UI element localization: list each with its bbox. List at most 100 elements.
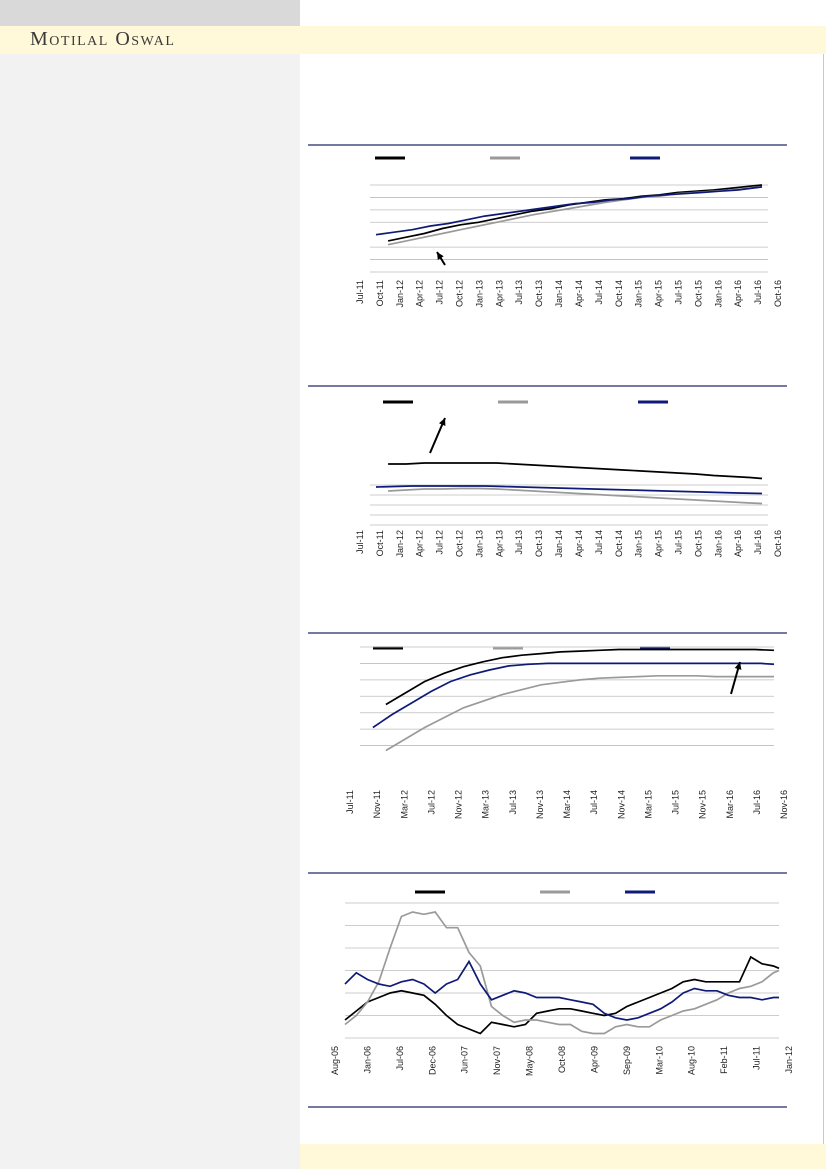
x-tick-label: Jul-12	[435, 280, 445, 305]
top-gray-bar	[0, 0, 300, 26]
x-tick-label: Apr-12	[415, 280, 425, 307]
x-tick-label: Oct-16	[773, 530, 783, 557]
x-tick-label: Jul-16	[753, 530, 763, 555]
x-tick-label: Jan-16	[713, 280, 723, 308]
x-tick-label: Jul-14	[589, 790, 599, 815]
x-tick-label: Apr-09	[589, 1046, 599, 1073]
x-tick-label: Jan-13	[474, 530, 484, 558]
x-tick-label: Jul-13	[508, 790, 518, 815]
x-tick-label: Oct-12	[455, 280, 465, 307]
chart-1: Jul-11 Oct-11 Jan-12 Apr-12 Jul-12 Oct-12 Jan-…	[300, 140, 826, 360]
x-tick-label: Jul-12	[426, 790, 436, 815]
chart-4: Aug-05 Jan-06 Jul-06 Dec-06 Jun-07 Nov-07 May-…	[300, 868, 826, 1113]
x-tick-label: Jul-15	[674, 280, 684, 305]
x-tick-label: Aug-05	[330, 1046, 340, 1075]
x-tick-label: Jan-12	[784, 1046, 794, 1074]
x-tick-label: Jul-11	[355, 530, 365, 554]
chart-2: Jul-11 Oct-11 Jan-12 Apr-12 Jul-12 Oct-12 Jan-…	[300, 380, 826, 610]
x-tick-label: Jul-12	[435, 530, 445, 555]
chart-1-svg: Jul-11 Oct-11 Jan-12 Apr-12 Jul-12 Oct-12 Jan-…	[308, 144, 787, 308]
x-tick-label: Nov-15	[698, 790, 708, 819]
x-tick-label: Jan-12	[395, 530, 405, 558]
x-tick-label: Mar-16	[725, 790, 735, 819]
x-tick-label: Jan-14	[554, 280, 564, 308]
x-tick-label: Nov-16	[779, 790, 789, 819]
x-tick-label: Jan-15	[634, 530, 644, 558]
x-tick-label: Jan-14	[554, 530, 564, 558]
x-tick-label: Oct-13	[534, 530, 544, 557]
x-tick-label: Apr-15	[654, 530, 664, 557]
x-tick-label: Oct-12	[455, 530, 465, 557]
x-tick-label: Nov-14	[616, 790, 626, 819]
chart-4-svg: Aug-05 Jan-06 Jul-06 Dec-06 Jun-07 Nov-07 May-…	[308, 872, 794, 1108]
x-tick-label: Jul-14	[594, 280, 604, 305]
x-tick-label: Jul-15	[674, 530, 684, 555]
series-line-2	[385, 674, 774, 752]
x-tick-label: Mar-10	[654, 1046, 664, 1075]
annotation-arrow-head	[439, 418, 446, 426]
series-line-3	[375, 186, 763, 236]
x-tick-label: Jul-11	[345, 790, 355, 814]
x-tick-label: Apr-15	[654, 280, 664, 307]
x-tick-label: Jul-06	[395, 1046, 405, 1071]
x-tick-label: Oct-11	[375, 530, 385, 556]
chart-3-svg: Jul-11 Nov-11 Mar-12 Jul-12 Nov-12 Mar-13 Jul-…	[308, 632, 789, 819]
chart-2-svg: Jul-11 Oct-11 Jan-12 Apr-12 Jul-12 Oct-12 Jan-…	[308, 385, 787, 558]
x-tick-label: Jul-11	[752, 1046, 762, 1070]
header-band	[0, 26, 826, 54]
x-tick-label: Apr-16	[733, 280, 743, 307]
x-tick-label: Apr-13	[494, 530, 504, 557]
x-tick-label: Mar-13	[481, 790, 491, 819]
footer-band	[300, 1144, 826, 1169]
x-tick-label: Nov-07	[492, 1046, 502, 1075]
series-line-2	[387, 186, 763, 246]
chart-3: Jul-11 Nov-11 Mar-12 Jul-12 Nov-12 Mar-13 Jul-…	[300, 627, 826, 847]
annotation-arrow-head	[437, 252, 444, 260]
x-tick-label: Oct-15	[693, 280, 703, 307]
x-tick-label: Feb-11	[719, 1046, 729, 1074]
series-line-1	[344, 955, 780, 1035]
x-tick-label: Jan-06	[362, 1046, 372, 1074]
x-tick-label: Oct-08	[557, 1046, 567, 1073]
x-tick-label: Mar-14	[562, 790, 572, 819]
annotation-arrow-head	[734, 662, 742, 670]
right-margin-rule	[823, 54, 824, 1169]
x-tick-label: Nov-12	[454, 790, 464, 819]
x-tick-label: Sep-09	[622, 1046, 632, 1075]
x-tick-label: Apr-13	[494, 280, 504, 307]
x-tick-label: Jul-15	[671, 790, 681, 815]
series-line-2	[388, 487, 763, 505]
x-tick-label: Apr-14	[574, 530, 584, 557]
x-tick-label: Oct-13	[534, 280, 544, 307]
x-tick-label: Apr-16	[733, 530, 743, 557]
x-tick-label: Mar-15	[643, 790, 653, 819]
x-tick-label: Jul-14	[594, 530, 604, 555]
x-tick-label: Aug-10	[687, 1046, 697, 1075]
x-tick-label: Jul-11	[355, 280, 365, 304]
x-tick-label: Nov-11	[372, 790, 382, 818]
x-tick-label: Jan-12	[395, 280, 405, 308]
series-line-1	[388, 462, 763, 480]
x-tick-label: Oct-16	[773, 280, 783, 307]
series-line-3	[372, 662, 775, 729]
x-tick-label: Jul-16	[753, 280, 763, 305]
series-line-1	[385, 648, 775, 706]
x-tick-label: Jul-13	[514, 530, 524, 555]
x-tick-label: Mar-12	[399, 790, 409, 819]
x-tick-label: Oct-14	[614, 530, 624, 557]
x-tick-label: Jan-16	[713, 530, 723, 558]
x-tick-label: Jul-13	[514, 280, 524, 305]
x-tick-label: Oct-14	[614, 280, 624, 307]
series-line-3	[375, 485, 763, 495]
x-tick-label: Jan-13	[474, 280, 484, 308]
x-tick-label: May-08	[525, 1046, 535, 1076]
left-sidebar	[0, 0, 300, 1169]
x-tick-label: Jan-15	[634, 280, 644, 308]
x-tick-label: Jul-16	[752, 790, 762, 815]
x-tick-label: Dec-06	[427, 1046, 437, 1075]
brand-logo: Motilal Oswal	[30, 28, 176, 50]
x-tick-label: Nov-13	[535, 790, 545, 819]
x-tick-label: Jun-07	[460, 1046, 470, 1074]
x-tick-label: Apr-14	[574, 280, 584, 307]
x-tick-label: Oct-15	[693, 530, 703, 557]
